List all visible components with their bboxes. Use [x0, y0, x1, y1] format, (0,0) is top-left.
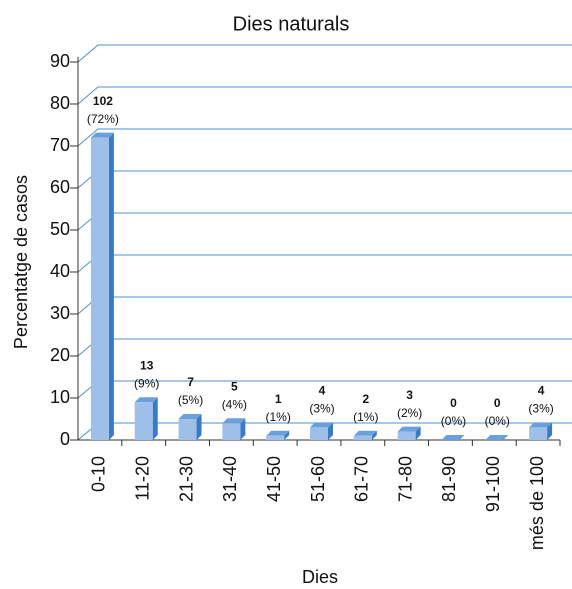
x-tick-label: 21-30 — [176, 456, 196, 502]
x-tick-label: 11-20 — [132, 456, 152, 501]
bar — [222, 418, 246, 440]
y-tick-label: 60 — [50, 177, 70, 197]
bar — [485, 435, 509, 440]
bar-face — [310, 422, 333, 428]
value-label: (9%) — [134, 376, 159, 390]
bar-face — [90, 132, 114, 138]
grid-line — [77, 170, 572, 189]
x-tick-label: 51-60 — [308, 456, 328, 502]
count-label: 5 — [231, 379, 238, 393]
bar — [310, 422, 333, 440]
bar-face — [397, 431, 416, 440]
y-tick-label: 30 — [50, 303, 70, 323]
grid-line — [77, 128, 572, 147]
bar-face — [529, 422, 553, 428]
bar-face — [310, 427, 328, 440]
bar-face — [222, 423, 241, 440]
grid-line — [77, 254, 572, 273]
count-label: 4 — [538, 384, 545, 398]
grid-line — [77, 212, 572, 231]
value-label: (5%) — [178, 393, 203, 407]
y-axis-label: Percentatge de casos — [11, 175, 31, 349]
bar-face — [108, 132, 114, 440]
x-tick-label: 0-10 — [89, 456, 109, 492]
bar — [397, 426, 421, 440]
count-label: 4 — [319, 384, 326, 398]
y-tick-label: 70 — [50, 135, 70, 155]
x-tick-label: 91-100 — [483, 456, 503, 512]
chart-title: Dies naturals — [233, 13, 350, 35]
bar-face — [529, 427, 548, 440]
grid-line — [77, 296, 572, 315]
bar-face — [284, 430, 290, 440]
x-axis-label: Dies — [302, 567, 338, 587]
count-label: 2 — [362, 392, 369, 406]
value-label: (0%) — [485, 414, 510, 428]
value-label: (3%) — [528, 402, 553, 416]
bar-face — [196, 414, 202, 440]
x-tick-label: 81-90 — [439, 456, 459, 502]
bar-face — [547, 422, 553, 440]
y-tick-label: 40 — [50, 261, 70, 281]
bar-face — [328, 422, 333, 440]
bar-face — [415, 426, 421, 440]
x-tick-label: més de 100 — [527, 456, 547, 550]
bar-face — [90, 137, 109, 440]
count-label: 102 — [93, 94, 113, 108]
value-label: (4%) — [222, 397, 247, 411]
value-label: (2%) — [397, 406, 422, 420]
x-tick-label: 41-50 — [264, 456, 284, 502]
y-tick-label: 20 — [50, 345, 70, 365]
bar — [441, 435, 465, 440]
bar — [353, 430, 377, 440]
bar-face — [134, 397, 158, 403]
y-tick-label: 90 — [50, 51, 70, 71]
value-label: (3%) — [309, 402, 334, 416]
grid-line — [77, 338, 572, 357]
bar — [266, 430, 290, 440]
value-label: (1%) — [266, 410, 291, 424]
grid-line — [77, 44, 572, 63]
count-label: 1 — [275, 392, 282, 406]
count-label: 3 — [406, 388, 413, 402]
value-label: (72%) — [87, 112, 119, 126]
count-label: 7 — [187, 375, 194, 389]
bar-face — [485, 435, 509, 440]
bar-face — [152, 397, 158, 440]
y-tick-label: 10 — [50, 387, 70, 407]
x-tick-label: 71-80 — [395, 456, 415, 502]
bar-face — [397, 426, 421, 432]
bar — [90, 132, 114, 440]
count-label: 0 — [450, 396, 457, 410]
y-tick-label: 0 — [60, 429, 70, 449]
bar-face — [371, 430, 377, 440]
bar — [178, 414, 202, 440]
bar-face — [178, 419, 197, 440]
bar-face — [240, 418, 246, 440]
count-label: 0 — [494, 396, 501, 410]
bar-face — [266, 430, 290, 436]
bar-face — [134, 402, 153, 440]
value-label: (0%) — [441, 414, 466, 428]
bar — [134, 397, 158, 440]
bar — [529, 422, 553, 440]
value-label: (1%) — [353, 410, 378, 424]
bar-face — [222, 418, 246, 424]
bar-face — [178, 414, 202, 419]
x-tick-label: 61-70 — [352, 456, 372, 502]
count-label: 13 — [140, 358, 154, 372]
y-tick-label: 80 — [50, 93, 70, 113]
bar-face — [353, 435, 372, 440]
bar-face — [441, 435, 465, 440]
grid-line — [77, 86, 572, 105]
x-tick-label: 31-40 — [220, 456, 240, 502]
y-tick-label: 50 — [50, 219, 70, 239]
bar-face — [266, 435, 285, 440]
bar-face — [353, 430, 377, 436]
